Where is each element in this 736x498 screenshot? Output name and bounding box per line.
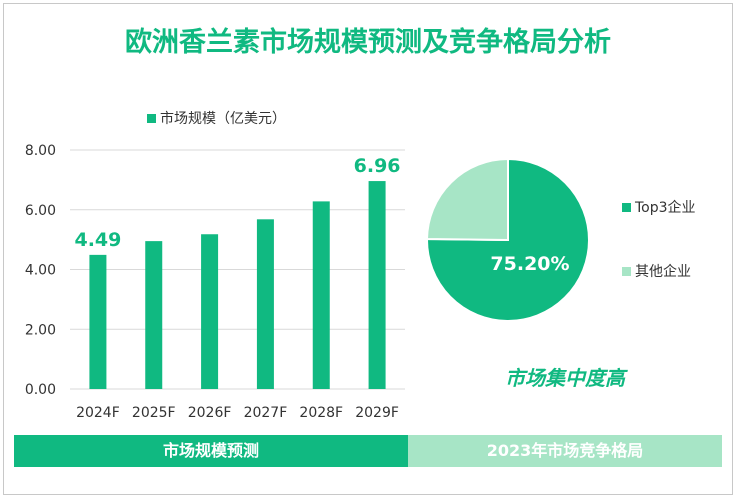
bar [201,234,219,389]
bar [145,241,163,389]
pie-legend-label: Top3企业 [634,199,696,216]
legend-swatch [147,114,156,123]
x-tick-label: 2029F [355,405,399,421]
pie-caption: 市场集中度高 [505,366,625,390]
bar [368,181,386,389]
y-tick-label: 6.00 [25,203,56,219]
footer-right-banner: 2023年市场竞争格局 [408,435,722,467]
chart-frame [3,3,733,495]
y-tick-label: 0.00 [25,382,56,398]
pie-legend-label: 其他企业 [635,263,691,280]
pie-slice [426,157,590,322]
page-title: 欧洲香兰素市场规模预测及竞争格局分析 [125,27,611,58]
y-tick-label: 4.00 [25,263,56,279]
x-tick-label: 2024F [76,405,120,421]
bar [312,201,330,389]
x-tick-label: 2025F [132,405,176,421]
pie-legend-swatch [622,267,631,276]
bar [89,254,107,389]
x-tick-label: 2026F [188,405,232,421]
legend-label: 市场规模（亿美元） [160,110,286,127]
x-tick-label: 2027F [244,405,288,421]
y-tick-label: 2.00 [25,322,56,338]
data-label: 4.49 [74,229,121,251]
pie-data-label: 75.20% [490,253,569,275]
pie-slice [425,157,509,242]
data-label: 6.96 [354,155,401,177]
pie-legend-swatch [622,203,631,212]
footer-left-banner: 市场规模预测 [14,435,408,467]
bar [256,219,274,389]
y-tick-label: 8.00 [25,143,56,159]
x-tick-label: 2028F [299,405,343,421]
